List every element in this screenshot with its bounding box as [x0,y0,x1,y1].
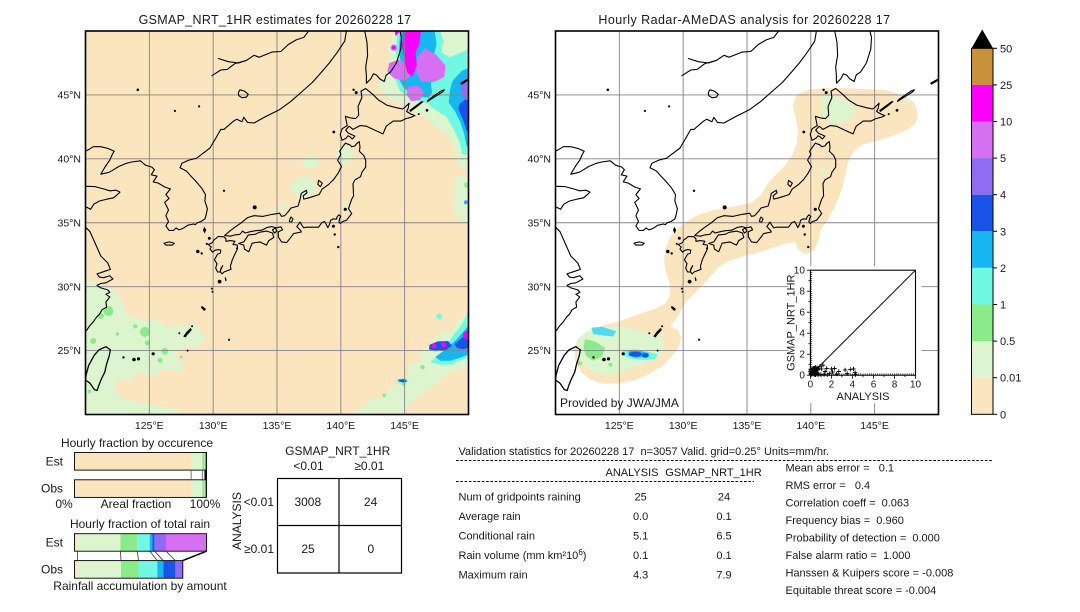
svg-text:135°E: 135°E [263,420,292,432]
svg-text:5: 5 [1000,153,1006,165]
svg-text:135°E: 135°E [733,420,762,432]
svg-text:8: 8 [892,380,898,391]
svg-text:Frequency bias = 0.960: Frequency bias = 0.960 [786,515,904,527]
svg-text:Conditional rain: Conditional rain [459,531,535,543]
svg-text:35°N: 35°N [58,217,81,229]
svg-text:8: 8 [799,287,805,298]
svg-text:Num of gridpoints raining: Num of gridpoints raining [459,492,581,504]
svg-text:25°N: 25°N [528,345,551,357]
svg-text:Maximum rain: Maximum rain [459,570,528,582]
svg-text:25: 25 [634,492,646,504]
svg-text:145°E: 145°E [860,420,889,432]
svg-text:GSMAP_NRT_1HR: GSMAP_NRT_1HR [785,274,797,370]
svg-text:Provided by JWA/JMA: Provided by JWA/JMA [560,396,679,410]
svg-text:145°E: 145°E [390,420,419,432]
svg-text:130°E: 130°E [199,420,228,432]
svg-text:1: 1 [1000,300,1006,312]
svg-text:Areal fraction: Areal fraction [101,497,172,511]
svg-text:100%: 100% [190,497,221,511]
svg-text:10: 10 [1000,117,1012,129]
svg-text:24: 24 [364,495,378,509]
svg-text:Validation statistics for 2026: Validation statistics for 20260228 17 n=… [459,446,830,458]
svg-text:2: 2 [829,380,835,391]
svg-text:6: 6 [871,380,877,391]
svg-text:10: 10 [910,380,922,391]
svg-text:ANALYSIS: ANALYSIS [606,467,659,479]
svg-text:GSMAP_NRT_1HR: GSMAP_NRT_1HR [665,467,761,479]
svg-text:Hourly fraction by occurence: Hourly fraction by occurence [61,436,213,450]
svg-text:Hanssen & Kuipers score = -0.0: Hanssen & Kuipers score = -0.008 [786,568,954,580]
svg-text:40°N: 40°N [58,153,81,165]
svg-text:<0.01: <0.01 [293,459,324,473]
svg-text:4: 4 [850,380,856,391]
svg-text:Rainfall accumulation by amoun: Rainfall accumulation by amount [53,579,227,593]
svg-text:0: 0 [799,371,805,382]
svg-text:ANALYSIS: ANALYSIS [837,391,890,403]
svg-text:140°E: 140°E [326,420,355,432]
svg-text:Correlation coeff = 0.063: Correlation coeff = 0.063 [786,498,910,510]
svg-text:Hourly Radar-AMeDAS analysis f: Hourly Radar-AMeDAS analysis for 2026022… [598,13,890,27]
svg-text:0.1: 0.1 [633,550,648,562]
svg-text:0: 0 [808,380,814,391]
svg-text:GSMAP_NRT_1HR: GSMAP_NRT_1HR [285,444,390,458]
svg-text:Rain volume (mm km²106): Rain volume (mm km²106) [459,548,587,562]
svg-text:0: 0 [1000,409,1006,421]
svg-text:GSMAP_NRT_1HR estimates for 20: GSMAP_NRT_1HR estimates for 20260228 17 [139,13,412,27]
svg-text:Hourly fraction of total rain: Hourly fraction of total rain [70,517,210,531]
svg-text:4: 4 [1000,190,1006,202]
svg-text:0.1: 0.1 [716,550,731,562]
svg-text:3: 3 [1000,226,1006,238]
svg-text:6: 6 [799,308,805,319]
svg-text:7.9: 7.9 [716,570,731,582]
svg-text:0%: 0% [55,497,73,511]
svg-text:Est: Est [46,455,64,469]
svg-text:0.0: 0.0 [633,511,648,523]
svg-text:4: 4 [799,329,805,340]
svg-text:0.5: 0.5 [1000,336,1015,348]
svg-text:≥0.01: ≥0.01 [244,542,274,556]
svg-text:Obs: Obs [41,482,63,496]
svg-text:30°N: 30°N [58,281,81,293]
svg-text:Est: Est [46,536,64,550]
svg-text:24: 24 [718,492,730,504]
svg-text:125°E: 125°E [605,420,634,432]
svg-text:False alarm ratio = 1.000: False alarm ratio = 1.000 [786,550,911,562]
svg-text:45°N: 45°N [528,90,551,102]
svg-text:10: 10 [794,266,806,277]
svg-text:4.3: 4.3 [633,570,648,582]
svg-text:30°N: 30°N [528,281,551,293]
svg-text:0: 0 [367,542,374,556]
svg-text:≥0.01: ≥0.01 [354,459,384,473]
svg-text:5.1: 5.1 [633,531,648,543]
svg-text:50: 50 [1000,43,1012,55]
svg-text:35°N: 35°N [528,217,551,229]
svg-text:2: 2 [799,350,805,361]
svg-text:40°N: 40°N [528,153,551,165]
svg-text:140°E: 140°E [796,420,825,432]
svg-text:2: 2 [1000,263,1006,275]
svg-text:0.1: 0.1 [716,511,731,523]
svg-text:25: 25 [1000,80,1012,92]
svg-text:0.01: 0.01 [1000,373,1021,385]
svg-text:RMS error = 0.4: RMS error = 0.4 [786,480,871,492]
svg-text:130°E: 130°E [669,420,698,432]
svg-text:6.5: 6.5 [716,531,731,543]
svg-text:Equitable threat score = -0.00: Equitable threat score = -0.004 [786,585,937,597]
svg-text:<0.01: <0.01 [244,495,275,509]
svg-text:ANALYSIS: ANALYSIS [230,492,244,550]
svg-text:Obs: Obs [41,563,63,577]
svg-text:Probability of detection = 0.: Probability of detection = 0.000 [786,533,940,545]
svg-text:3008: 3008 [294,495,321,509]
svg-text:45°N: 45°N [58,90,81,102]
svg-text:Average rain: Average rain [459,511,521,523]
svg-text:125°E: 125°E [135,420,164,432]
svg-text:25: 25 [301,542,315,556]
svg-text:25°N: 25°N [58,345,81,357]
svg-text:Mean abs error = 0.1: Mean abs error = 0.1 [786,463,895,475]
